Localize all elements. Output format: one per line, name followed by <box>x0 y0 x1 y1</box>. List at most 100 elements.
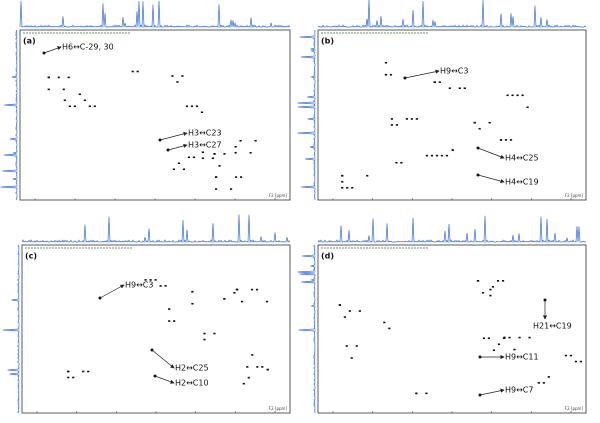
cross-peak <box>528 336 531 339</box>
cross-peak <box>256 366 259 368</box>
cross-peak <box>131 70 134 73</box>
cross-peak <box>504 139 508 141</box>
cross-peak <box>182 168 186 171</box>
spectrum-frame <box>19 29 291 201</box>
cross-peak <box>438 81 441 84</box>
annotation-arrow <box>477 174 505 184</box>
cross-peak <box>564 354 568 357</box>
top-projection <box>317 215 587 244</box>
cross-peak <box>164 285 167 287</box>
annotation-label: H9↔C11 <box>505 353 539 362</box>
annotation-arrow <box>159 131 188 141</box>
cross-peak <box>88 105 91 108</box>
axis-label: F2 [ppm] <box>565 406 584 411</box>
cross-peak <box>62 88 65 91</box>
cross-peak <box>547 376 550 378</box>
axis-label: F2 [ppm] <box>269 193 288 198</box>
cross-peak <box>73 105 76 108</box>
cross-peak <box>513 348 516 351</box>
cross-peak <box>511 94 514 97</box>
cross-peak <box>223 298 226 300</box>
cross-peak <box>415 118 418 120</box>
cross-peak <box>47 88 50 91</box>
cross-peak <box>203 332 206 335</box>
cross-peak <box>516 94 519 97</box>
cross-peak <box>177 162 181 165</box>
cross-peak <box>518 336 521 339</box>
cross-peak <box>448 87 451 90</box>
annotation-label: H9↔C7 <box>505 386 533 395</box>
cross-peak <box>214 176 218 178</box>
spectrum-panel: (b) F2 [ppm] H9↔C3 H4↔C25 H4↔C19 <box>297 0 587 201</box>
cross-peak <box>425 154 429 157</box>
cross-peak <box>496 280 500 282</box>
cross-peak <box>569 354 573 357</box>
cross-peak <box>254 139 257 142</box>
cross-peak <box>473 121 476 124</box>
cross-peak <box>497 343 501 346</box>
cross-peak <box>235 288 239 291</box>
cross-peak <box>346 186 349 189</box>
cross-peak <box>415 392 418 395</box>
cross-peak <box>492 349 496 352</box>
cross-peak <box>57 76 60 79</box>
cross-peak <box>400 161 403 164</box>
cross-peak <box>200 111 204 114</box>
cross-peak <box>240 300 244 303</box>
cross-peak <box>489 294 492 297</box>
cross-peak <box>489 288 492 291</box>
cross-peak <box>67 76 70 79</box>
annotation-arrow <box>43 46 62 54</box>
left-projection <box>3 244 20 414</box>
panel-label: (a) <box>23 37 36 46</box>
cross-peak <box>355 345 358 347</box>
cross-peak <box>405 118 408 120</box>
cross-peak <box>395 161 398 164</box>
cross-peak <box>351 186 354 189</box>
axis-label: F2 [ppm] <box>565 193 584 198</box>
cross-peak <box>211 157 214 160</box>
cross-peak <box>487 337 491 340</box>
cross-peak <box>476 280 480 282</box>
cross-peak <box>149 279 152 281</box>
cross-peak <box>482 337 486 340</box>
cross-peak <box>435 154 439 157</box>
cross-peak <box>87 370 90 373</box>
spectrum-panel: (a) F2 [ppm] H6↔C-29, 30 H3↔C23 H3↔C27 <box>0 0 291 201</box>
cross-peak <box>229 188 233 190</box>
cross-peak <box>239 139 242 142</box>
spectrum-frame <box>21 244 291 414</box>
cross-peak <box>187 156 191 159</box>
cross-peak <box>242 382 245 385</box>
cross-peak <box>136 70 139 73</box>
spectrum-panel: (d) F2 [ppm] H21↔C19 H9↔C11 H9↔C7 <box>297 215 587 414</box>
cross-peak <box>451 149 454 151</box>
cross-peak <box>47 76 50 79</box>
cross-peak <box>350 357 353 359</box>
cross-peak <box>168 308 171 310</box>
cross-peak <box>82 370 85 373</box>
cross-peak <box>499 139 503 141</box>
cross-peak <box>478 127 481 130</box>
cross-peak <box>383 321 386 324</box>
panel-label: (c) <box>25 252 37 261</box>
cross-peak <box>251 354 254 356</box>
cross-peak <box>261 366 264 368</box>
cross-peak <box>579 360 583 363</box>
annotation-label: H6↔C-29, 30 <box>62 43 114 52</box>
cross-peak <box>430 154 434 157</box>
cross-peak <box>246 366 249 368</box>
annotation-label: H4↔C25 <box>505 154 539 163</box>
cross-peak <box>358 310 361 312</box>
top-projection <box>21 214 291 244</box>
annotation-arrow <box>477 147 505 159</box>
annotation-label: H2↔C25 <box>175 364 209 373</box>
cross-peak <box>508 336 511 339</box>
cross-peak <box>159 285 162 287</box>
cross-peak <box>255 288 259 291</box>
cross-peak <box>190 105 194 108</box>
cross-peak <box>542 382 545 384</box>
cross-peak <box>234 145 237 148</box>
cross-peak <box>144 279 147 281</box>
